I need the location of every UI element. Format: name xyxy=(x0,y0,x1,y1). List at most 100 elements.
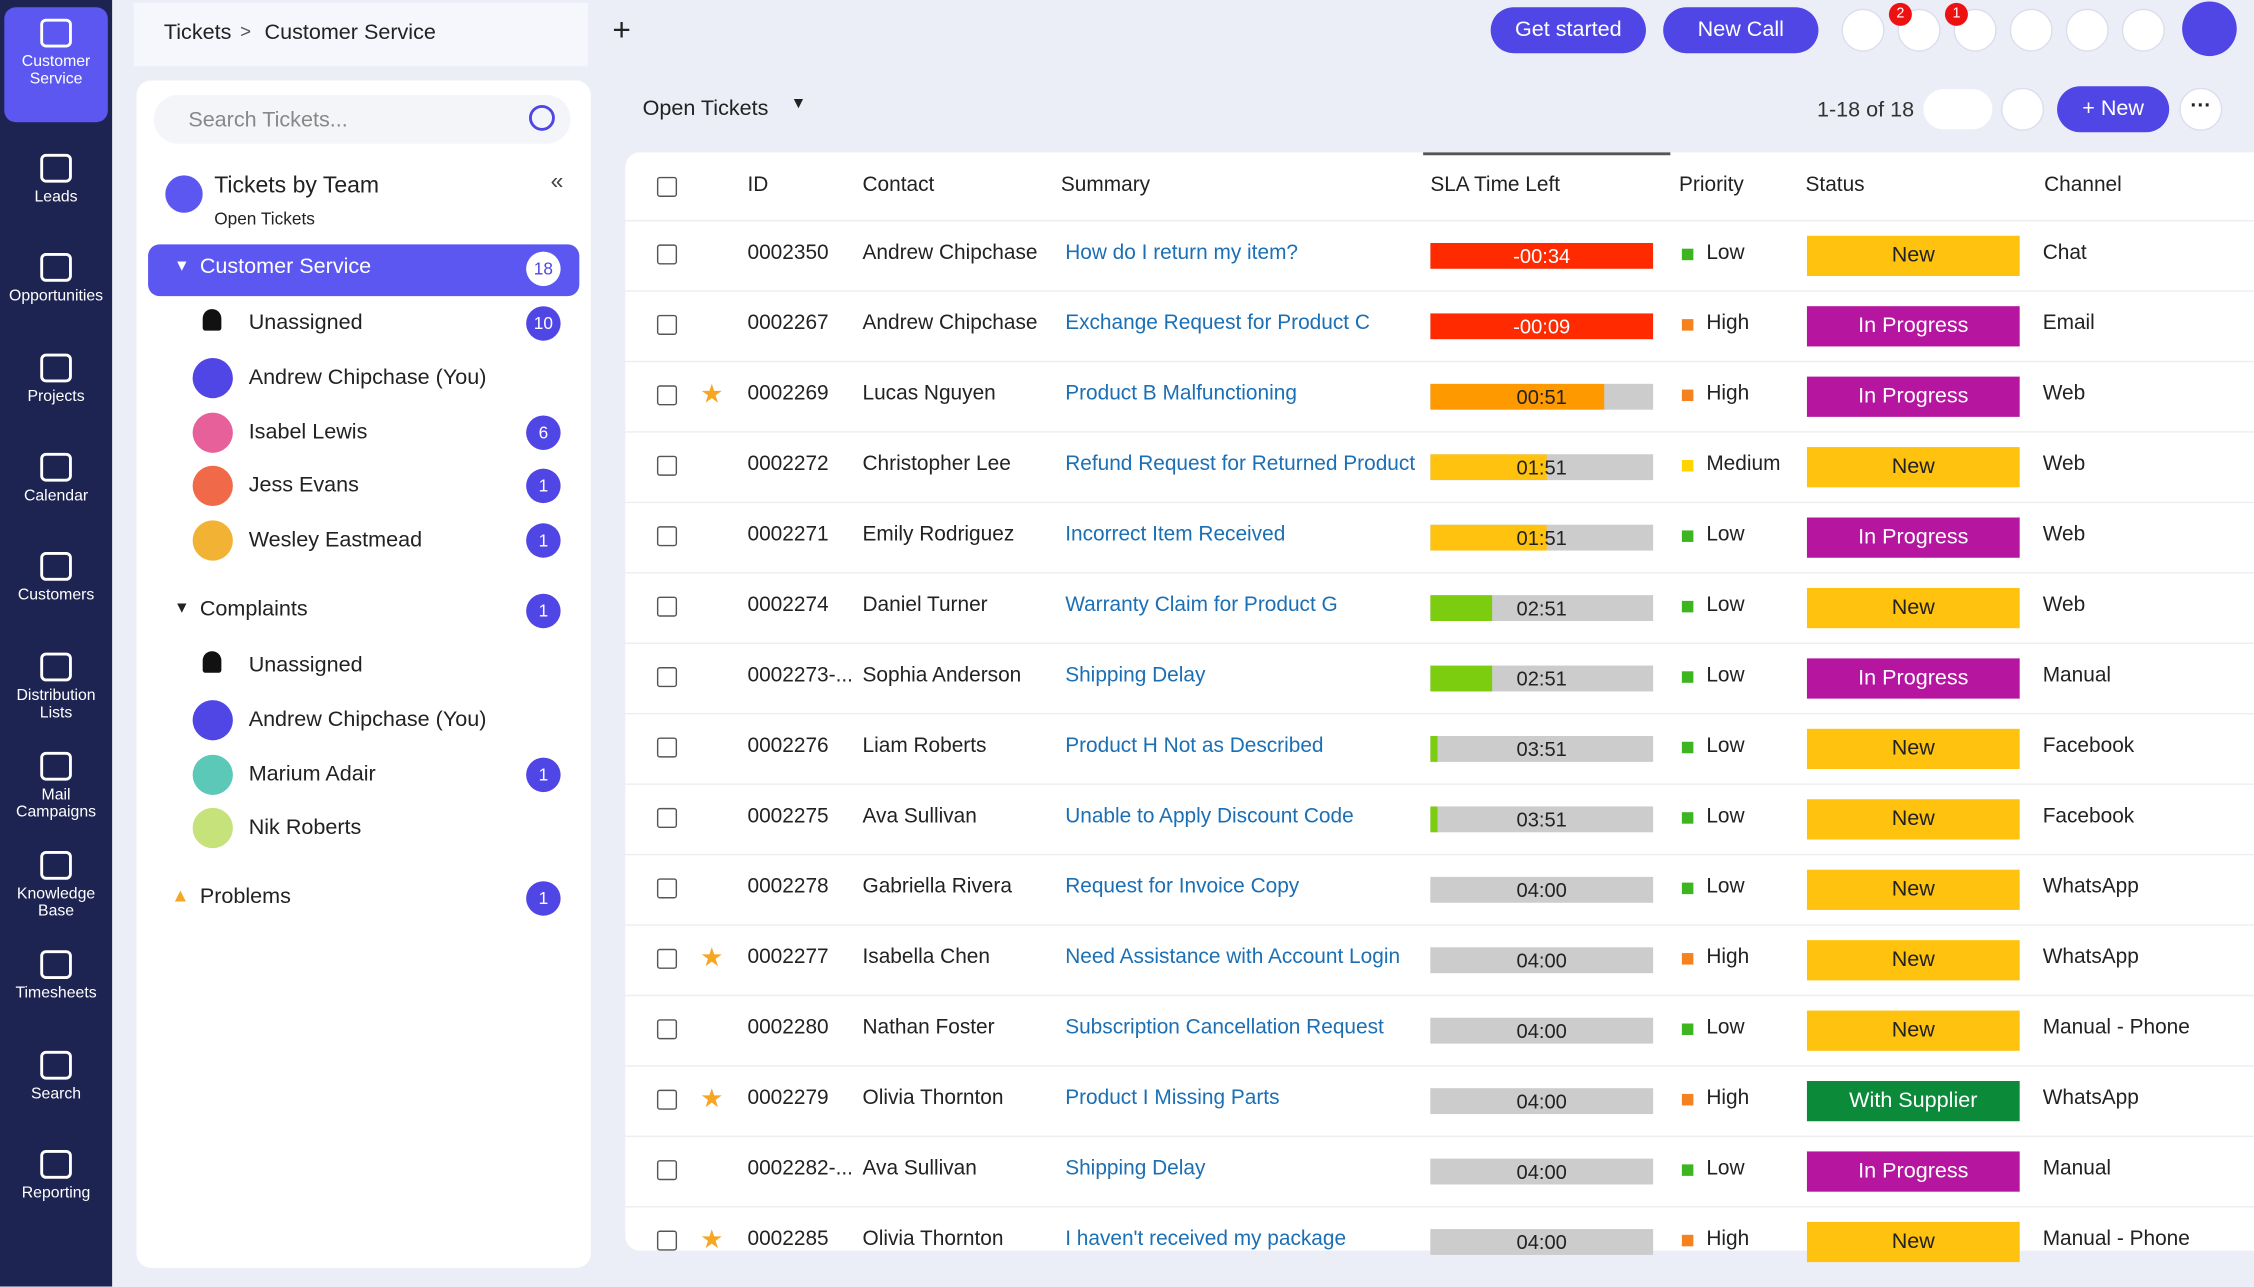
contact[interactable]: Nathan Foster xyxy=(862,1016,995,1040)
row-checkbox[interactable] xyxy=(656,385,678,406)
view-caret[interactable]: ▼ xyxy=(790,94,807,113)
contact[interactable]: Ava Sullivan xyxy=(862,1157,977,1181)
summary[interactable]: How do I return my item? xyxy=(1065,241,1299,265)
row-checkbox[interactable] xyxy=(656,1230,678,1251)
nav-item[interactable]: Leads xyxy=(4,142,108,234)
help-button[interactable] xyxy=(2121,8,2165,52)
summary[interactable]: Request for Invoice Copy xyxy=(1065,875,1300,899)
row-checkbox[interactable] xyxy=(656,1019,678,1040)
ticket-id[interactable]: 0002274 xyxy=(747,593,829,617)
row-checkbox[interactable] xyxy=(656,807,678,828)
ticket-id[interactable]: 0002279 xyxy=(747,1086,829,1110)
column-header[interactable]: Channel xyxy=(2044,173,2122,197)
contact[interactable]: Daniel Turner xyxy=(862,593,988,617)
star[interactable]: ★ xyxy=(700,1083,724,1113)
status[interactable]: In Progress xyxy=(1806,306,2020,347)
get-started-button[interactable]: Get started xyxy=(1490,7,1646,54)
summary[interactable]: Shipping Delay xyxy=(1065,664,1206,688)
ticket-id[interactable]: 0002277 xyxy=(747,945,829,969)
contact[interactable]: Christopher Lee xyxy=(862,452,1011,476)
status[interactable]: New xyxy=(1806,447,2020,488)
nav-item[interactable]: Mail Campaigns xyxy=(4,740,108,832)
panel-filter[interactable]: Open Tickets xyxy=(214,208,315,229)
row-checkbox[interactable] xyxy=(656,948,678,969)
feed-button[interactable] xyxy=(2009,8,2053,52)
group-name[interactable]: Customer Service xyxy=(199,254,372,279)
contact[interactable]: Ava Sullivan xyxy=(862,805,977,828)
contact[interactable]: Olivia Thornton xyxy=(862,1227,1004,1251)
column-header[interactable]: Priority xyxy=(1679,173,1744,197)
summary[interactable]: Product I Missing Parts xyxy=(1065,1086,1280,1110)
group-name[interactable]: Problems xyxy=(199,884,291,909)
user-avatar[interactable] xyxy=(2182,1,2237,57)
summary[interactable]: Unable to Apply Discount Code xyxy=(1065,805,1354,828)
nav-item[interactable]: Opportunities xyxy=(4,242,108,334)
summary[interactable]: Incorrect Item Received xyxy=(1065,523,1286,547)
row-checkbox[interactable] xyxy=(656,596,678,617)
status[interactable]: New xyxy=(1806,728,2020,770)
member-name[interactable]: Isabel Lewis xyxy=(248,419,368,444)
status[interactable]: With Supplier xyxy=(1806,1081,2020,1122)
status[interactable]: New xyxy=(1806,235,2020,276)
contact[interactable]: Sophia Anderson xyxy=(862,664,1022,688)
star[interactable]: ★ xyxy=(700,379,724,409)
status[interactable]: New xyxy=(1806,799,2020,840)
group-toggle[interactable]: ▼ xyxy=(173,257,190,275)
contact[interactable]: Lucas Nguyen xyxy=(862,382,996,406)
row-checkbox[interactable] xyxy=(656,1089,678,1110)
time-button[interactable] xyxy=(2065,8,2109,52)
ticket-id[interactable]: 0002280 xyxy=(747,1016,829,1040)
status[interactable]: In Progress xyxy=(1806,658,2020,699)
summary[interactable]: Need Assistance with Account Login xyxy=(1065,945,1401,969)
summary[interactable]: Subscription Cancellation Request xyxy=(1065,1016,1384,1040)
ticket-id[interactable]: 0002271 xyxy=(747,523,829,547)
status[interactable]: New xyxy=(1806,1010,2020,1051)
status[interactable]: New xyxy=(1806,587,2020,629)
view-selector[interactable]: Open Tickets xyxy=(642,96,769,121)
tab[interactable] xyxy=(133,2,588,67)
contact[interactable]: Olivia Thornton xyxy=(862,1086,1004,1110)
column-header[interactable]: SLA Time Left xyxy=(1430,173,1561,197)
status[interactable]: New xyxy=(1806,940,2020,981)
contact[interactable]: Gabriella Rivera xyxy=(862,875,1012,899)
nav-item[interactable]: Reporting xyxy=(4,1139,108,1231)
more-button[interactable]: ··· xyxy=(2179,87,2223,131)
star[interactable]: ★ xyxy=(700,943,724,972)
row-checkbox[interactable] xyxy=(656,878,678,899)
ticket-id[interactable]: 0002276 xyxy=(747,734,829,758)
nav-item[interactable]: Projects xyxy=(4,342,108,434)
row-checkbox[interactable] xyxy=(656,314,678,335)
row-checkbox[interactable] xyxy=(656,667,678,688)
ticket-id[interactable]: 0002267 xyxy=(747,311,829,335)
status[interactable]: New xyxy=(1806,1221,2020,1263)
group-toggle[interactable]: ▼ xyxy=(173,599,190,617)
search-input[interactable] xyxy=(153,94,571,144)
new-call-button[interactable]: New Call xyxy=(1663,7,1819,54)
nav-item[interactable]: Customers xyxy=(4,541,108,633)
contact[interactable]: Emily Rodriguez xyxy=(862,523,1015,547)
nav-item[interactable]: Timesheets xyxy=(4,939,108,1031)
member-name[interactable]: Marium Adair xyxy=(248,761,376,786)
member-name[interactable]: Nik Roberts xyxy=(248,815,362,841)
group-row-highlight[interactable] xyxy=(148,244,580,297)
header-checkbox[interactable] xyxy=(656,176,678,197)
ticket-id[interactable]: 0002282-... xyxy=(747,1157,853,1181)
nav-item[interactable]: Calendar xyxy=(4,441,108,533)
summary[interactable]: Product B Malfunctioning xyxy=(1065,382,1297,406)
contact[interactable]: Liam Roberts xyxy=(862,734,987,758)
status[interactable]: In Progress xyxy=(1806,376,2020,417)
refresh-button[interactable] xyxy=(2001,87,2045,131)
add-tab[interactable]: + xyxy=(612,11,631,48)
summary[interactable]: Shipping Delay xyxy=(1065,1157,1206,1181)
ticket-id[interactable]: 0002278 xyxy=(747,875,829,899)
contact[interactable]: Andrew Chipchase xyxy=(862,311,1038,335)
member-name[interactable]: Andrew Chipchase (You) xyxy=(248,364,487,390)
row-checkbox[interactable] xyxy=(656,526,678,547)
contact[interactable]: Isabella Chen xyxy=(862,945,990,969)
ticket-id[interactable]: 0002269 xyxy=(747,382,829,406)
nav-item[interactable]: Search xyxy=(4,1039,108,1131)
search-icon[interactable] xyxy=(529,104,555,131)
row-checkbox[interactable] xyxy=(656,737,678,758)
member-name[interactable]: Andrew Chipchase (You) xyxy=(248,706,487,732)
ticket-id[interactable]: 0002350 xyxy=(747,241,829,265)
